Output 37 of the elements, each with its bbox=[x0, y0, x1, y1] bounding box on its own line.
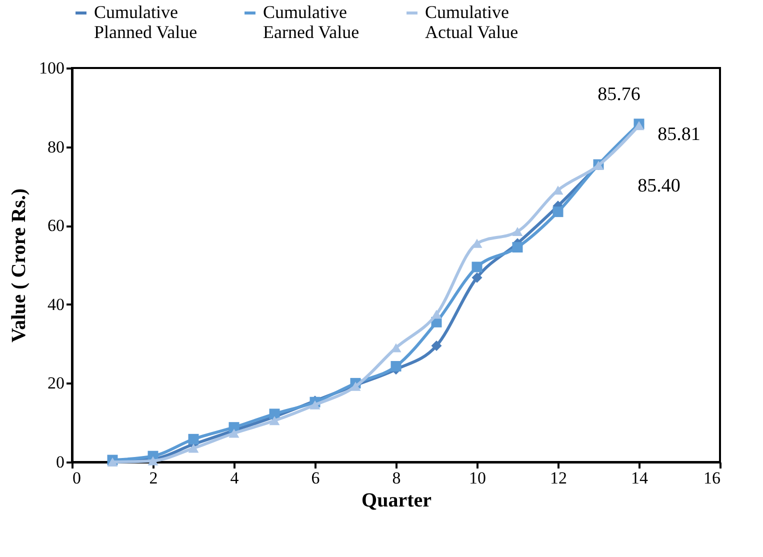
x-tick-label: 14 bbox=[631, 468, 648, 488]
y-tick-label: 0 bbox=[56, 452, 64, 472]
x-tick-label: 12 bbox=[550, 468, 567, 488]
x-tick-label: 6 bbox=[311, 468, 320, 488]
y-tick-label: 100 bbox=[39, 58, 64, 78]
data-label: 85.81 bbox=[658, 124, 700, 145]
legend-label: Cumulative Earned Value bbox=[263, 2, 360, 42]
point bbox=[310, 400, 320, 410]
point bbox=[472, 262, 482, 272]
y-tick-label: 60 bbox=[48, 216, 64, 236]
point bbox=[228, 428, 240, 438]
x-tick-label: 8 bbox=[392, 468, 401, 488]
point bbox=[431, 310, 442, 319]
x-tick-label: 0 bbox=[72, 468, 81, 488]
legend-label: Cumulative Planned Value bbox=[94, 2, 198, 42]
x-tick-label: 2 bbox=[149, 468, 158, 488]
y-tick-label: 40 bbox=[48, 294, 64, 314]
point bbox=[512, 226, 523, 236]
x-tick-label: 4 bbox=[230, 468, 240, 488]
y-tick-label: 20 bbox=[48, 374, 64, 393]
point bbox=[148, 456, 158, 466]
point bbox=[431, 340, 442, 352]
y-tick-label: 80 bbox=[48, 137, 64, 156]
point bbox=[512, 242, 523, 253]
point bbox=[552, 206, 564, 218]
x-axis-title: Quarter bbox=[362, 490, 432, 512]
x-tick-label: 10 bbox=[469, 468, 486, 488]
data-label: 85.76 bbox=[598, 84, 640, 106]
point bbox=[472, 272, 482, 283]
legend-label: Cumulative Actual Value bbox=[425, 2, 518, 42]
x-tick-label: 16 bbox=[704, 468, 720, 488]
point bbox=[188, 434, 199, 444]
point bbox=[269, 416, 280, 426]
point bbox=[188, 444, 199, 453]
y-axis-title: Value ( Crore Rs.) bbox=[8, 188, 30, 343]
data-label: 85.40 bbox=[638, 176, 680, 197]
point bbox=[390, 361, 402, 372]
